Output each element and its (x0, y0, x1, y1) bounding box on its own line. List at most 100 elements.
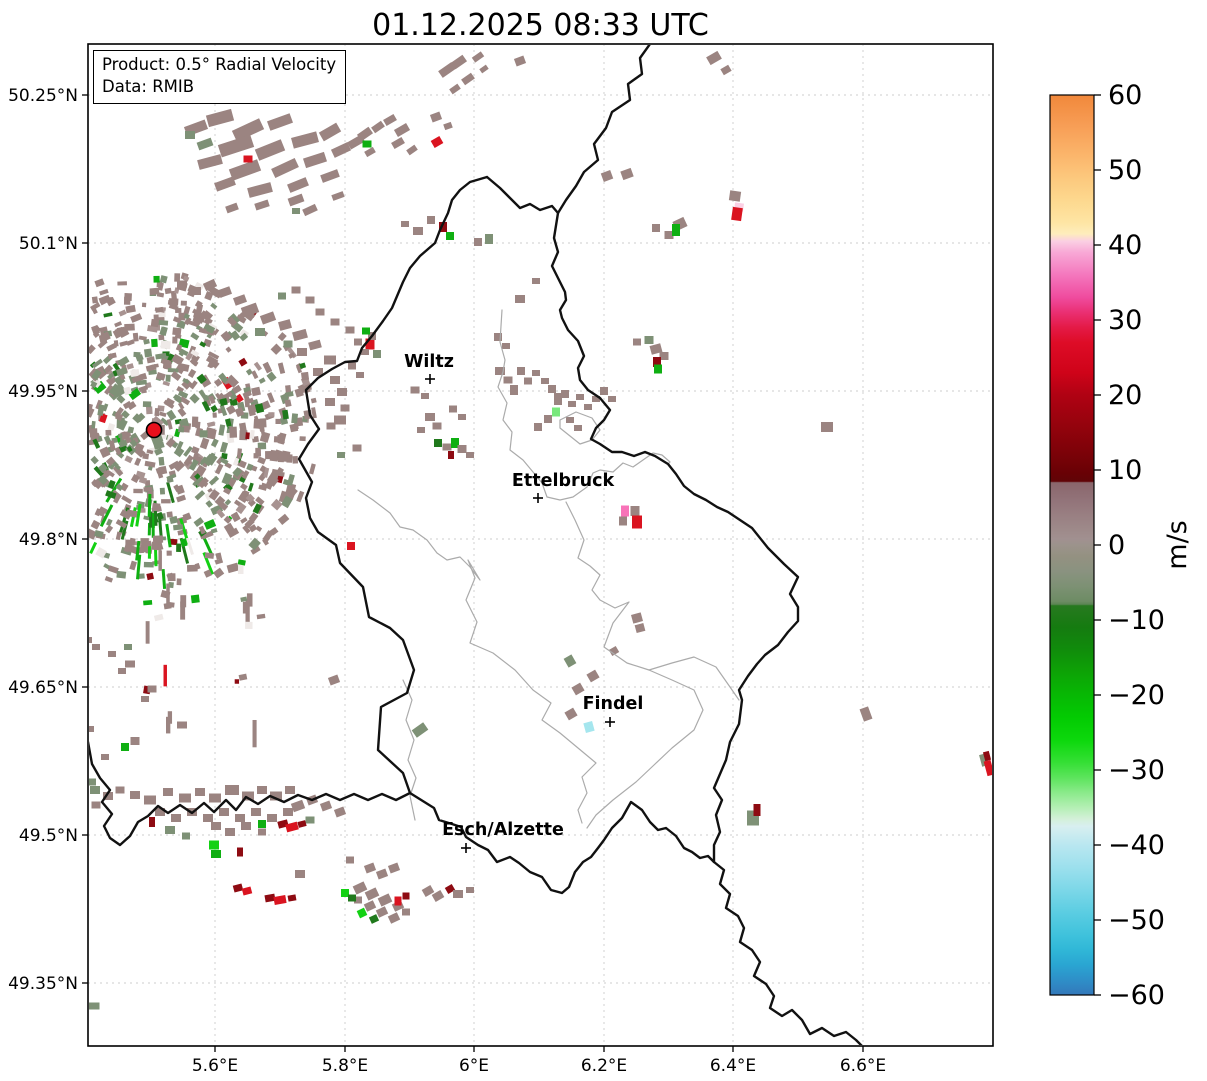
clutter-cell (227, 316, 238, 327)
clutter-cell (160, 340, 171, 350)
y-tick-label: 50.1°N (19, 234, 78, 254)
echo-cell (453, 890, 463, 898)
echo-cell (532, 370, 540, 376)
echo-cell (444, 883, 456, 895)
echo-cell (305, 816, 315, 824)
clutter-cell (208, 475, 220, 486)
clutter-cell (159, 275, 168, 284)
clutter-cell (145, 406, 153, 415)
figure-title: 01.12.2025 08:33 UTC (372, 8, 709, 43)
clutter-cell (281, 495, 293, 509)
echo-cell (251, 808, 261, 816)
echo-cell (644, 336, 654, 344)
city-annotations-layer: Wiltz Ettelbruck Findel Esch/Alzette (404, 352, 643, 853)
echo-cell (450, 54, 468, 70)
clutter-cell (252, 719, 257, 748)
clutter-cell (238, 357, 248, 367)
clutter-cell (294, 387, 304, 398)
echo-cell (517, 367, 525, 375)
echo-cell (318, 122, 342, 142)
clutter-cell (114, 412, 124, 421)
clutter-cell (105, 429, 112, 436)
clutter-cell (113, 340, 119, 347)
clutter-cell (139, 508, 146, 513)
echo-cell (485, 234, 493, 244)
clutter-cell (123, 386, 132, 396)
clutter-cell (132, 332, 139, 342)
clutter-cell (105, 469, 115, 478)
y-tick-label: 49.35°N (8, 974, 78, 994)
clutter-cell (121, 410, 130, 419)
echo-cell (196, 137, 214, 151)
echo-cell (652, 224, 660, 232)
echo-cell (363, 900, 377, 912)
clutter-cell (182, 512, 192, 522)
echo-cell (270, 791, 282, 801)
clutter-cell (226, 562, 240, 574)
clutter-cell (242, 390, 252, 399)
echo-cell (466, 452, 474, 458)
clutter-cell (120, 431, 128, 441)
clutter-cell (91, 306, 98, 315)
clutter-cell (173, 524, 184, 531)
echo-cell (633, 338, 641, 346)
clutter-cell (181, 378, 193, 390)
clutter-cell (198, 525, 206, 535)
clutter-cell (277, 332, 287, 342)
clutter-cell (242, 525, 251, 534)
clutter-cell (236, 448, 242, 459)
colorbar-tick-label: 50 (1108, 155, 1142, 186)
echo-cell (402, 908, 410, 916)
clutter-cell (157, 543, 164, 551)
clutter-cell (115, 483, 124, 492)
clutter-cell (247, 482, 254, 492)
echo-cell (291, 286, 301, 294)
clutter-cell (116, 418, 128, 431)
clutter-cell (143, 486, 153, 492)
clutter-cell (177, 390, 189, 399)
clutter-cell (103, 312, 113, 318)
echo-cell (563, 654, 577, 668)
clutter-cell (175, 343, 183, 352)
clutter-cell (118, 433, 123, 439)
echo-cell (753, 804, 761, 816)
clutter-cell (168, 303, 179, 311)
clutter-cell (238, 559, 244, 574)
clutter-cell (166, 481, 175, 504)
clutter-cell (154, 407, 160, 417)
clutter-cell (214, 495, 226, 507)
clutter-cell (179, 396, 191, 406)
clutter-cell (237, 490, 250, 504)
clutter-cell (237, 559, 246, 566)
echo-cell (341, 889, 349, 897)
clutter-cell (227, 313, 241, 326)
clutter-cell (89, 541, 98, 555)
echo-cell (449, 405, 457, 413)
echo-cell (287, 193, 305, 207)
echo-cell (209, 840, 219, 850)
clutter-cell (107, 479, 116, 489)
clutter-cell (187, 368, 197, 378)
echo-cell (574, 425, 582, 431)
clutter-cell (250, 545, 261, 555)
echo-cell (413, 227, 423, 235)
clutter-cell (194, 281, 205, 291)
clutter-cell (183, 305, 191, 315)
clutter-cell (91, 325, 100, 335)
clutter-cell (134, 457, 142, 466)
echo-cell (278, 319, 292, 331)
echo-cell (231, 118, 265, 142)
echo-cell (285, 786, 295, 794)
product-line: Product: 0.5° Radial Velocity (102, 55, 337, 74)
echo-cell (365, 338, 375, 350)
echo-cell (197, 154, 223, 170)
clutter-cell (176, 543, 182, 552)
clutter-cell (146, 449, 154, 455)
clutter-cell (273, 436, 281, 443)
echo-cell (654, 364, 662, 374)
clutter-cell (193, 517, 205, 527)
echo-cell (225, 202, 239, 214)
clutter-cell (257, 456, 267, 465)
echo-cell (214, 176, 236, 192)
clutter-cell (133, 351, 141, 358)
